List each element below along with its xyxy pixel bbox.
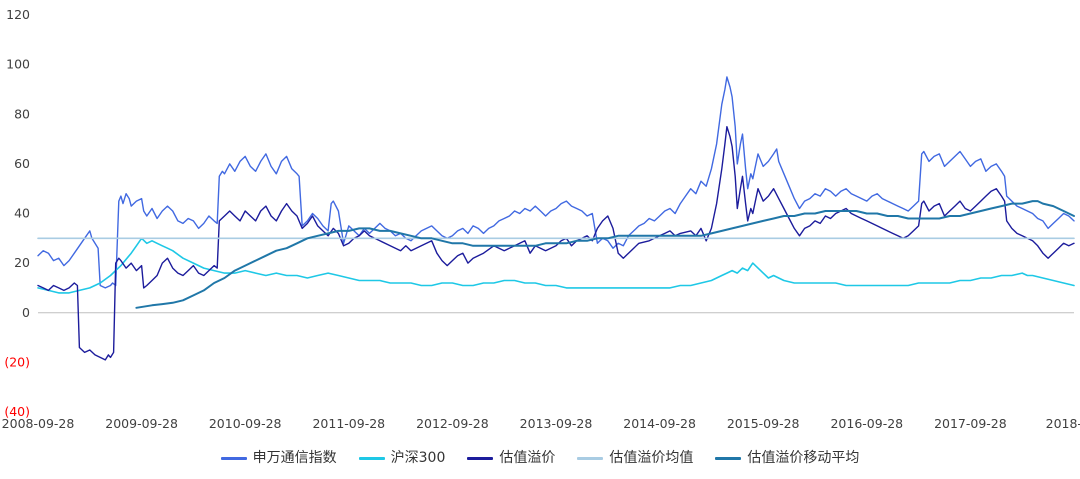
- x-tick-label: 2013-09-28: [520, 416, 593, 431]
- x-tick-label: 2009-09-28: [105, 416, 178, 431]
- legend-swatch: [358, 456, 385, 460]
- series-line-5: [135, 200, 1075, 309]
- x-tick-label: 2008-09-28: [2, 416, 75, 431]
- x-tick-label: 2015-09-28: [727, 416, 800, 431]
- x-tick-label: 2010-09-28: [209, 416, 282, 431]
- y-tick-label: 20: [14, 255, 30, 270]
- legend-item-4: 估值溢价均值: [577, 451, 693, 465]
- x-tick-label: 2012-09-28: [416, 416, 489, 431]
- legend-swatch: [715, 456, 742, 460]
- y-tick-label: 100: [6, 57, 30, 72]
- x-tick-label: 2014-09-28: [623, 416, 696, 431]
- y-tick-label: 60: [14, 156, 30, 171]
- legend-item-5: 估值溢价移动平均: [715, 451, 859, 465]
- legend-swatch: [220, 456, 247, 460]
- series-line-2: [37, 237, 1075, 294]
- x-tick-label: 2018-09-: [1046, 416, 1080, 431]
- y-tick-label: (20): [4, 354, 30, 369]
- legend-item-3: 估值溢价: [467, 451, 555, 465]
- y-tick-label: 40: [14, 206, 30, 221]
- x-tick-label: 2011-09-28: [312, 416, 385, 431]
- y-tick-label: 120: [6, 7, 30, 22]
- legend-label: 估值溢价: [499, 450, 556, 466]
- legend-item-1: 申万通信指数: [220, 450, 337, 466]
- y-tick-label: (40): [4, 404, 30, 419]
- legend-label: 估值溢价移动平均: [747, 450, 860, 466]
- x-tick-label: 2016-09-28: [830, 416, 903, 431]
- legend-label: 申万通信指数: [252, 450, 337, 466]
- chart-canvas: 120 100 80 60 40 20 0 (20) (40)2008-09-28 2009-09…: [2, 7, 1080, 431]
- legend: 申万通信指数 沪深300 估值溢价 估值溢价均值 估值溢价移动平均: [0, 437, 1080, 479]
- y-tick-label: 80: [14, 106, 30, 121]
- legend-swatch: [467, 456, 494, 460]
- legend-item-2: 沪深300: [358, 450, 446, 466]
- x-tick-label: 2017-09-28: [934, 416, 1007, 431]
- series-line-1: [37, 76, 1075, 289]
- legend-label: 沪深300: [390, 450, 446, 466]
- legend-swatch: [577, 456, 604, 460]
- y-tick-label: 0: [22, 305, 30, 320]
- legend-label: 估值溢价均值: [609, 450, 694, 466]
